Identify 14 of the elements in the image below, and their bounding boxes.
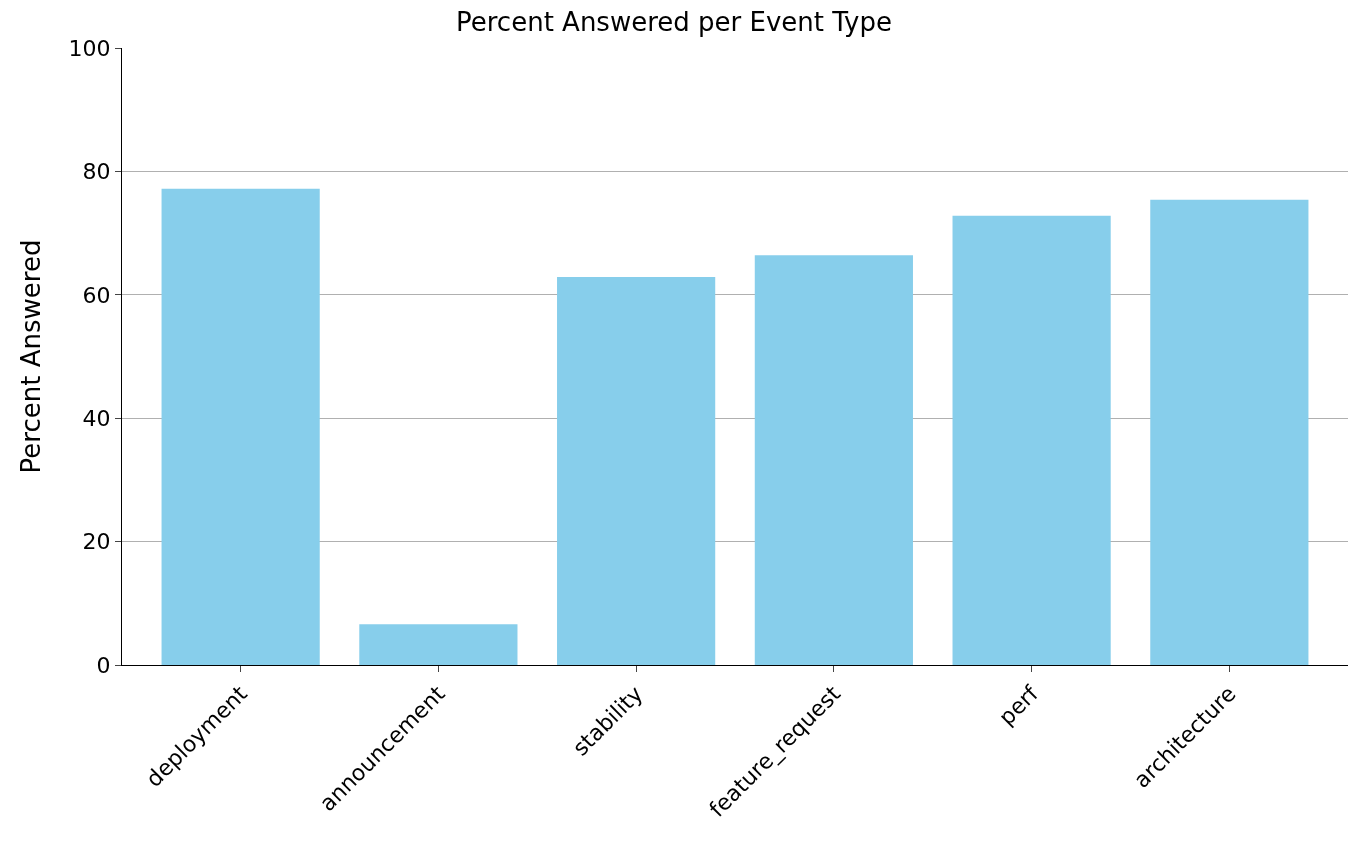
y-tick-label: 0 — [96, 652, 111, 678]
bar — [359, 624, 518, 665]
y-tick-label: 40 — [82, 405, 111, 431]
bar — [754, 255, 913, 665]
y-axis-title: Percent Answered — [16, 239, 46, 474]
bar — [557, 276, 716, 665]
bar — [161, 188, 320, 665]
y-tick-label: 20 — [82, 529, 111, 555]
bar — [952, 215, 1111, 665]
y-tick-label: 100 — [68, 35, 111, 61]
y-tick-label: 60 — [82, 282, 111, 308]
bar — [1150, 199, 1309, 665]
y-tick-label: 80 — [82, 159, 111, 185]
chart-title: Percent Answered per Event Type — [456, 7, 892, 38]
